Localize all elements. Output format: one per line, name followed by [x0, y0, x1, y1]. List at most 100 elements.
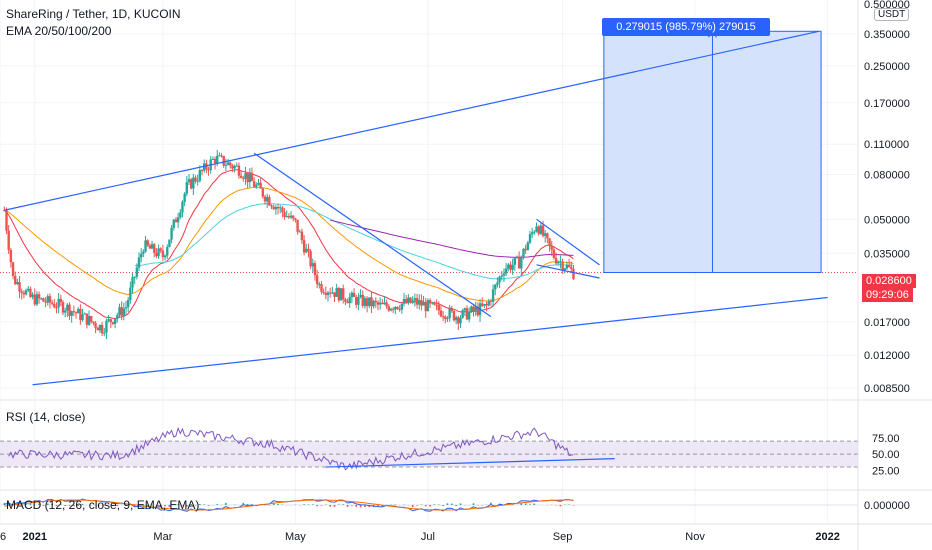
candle-body	[570, 266, 573, 269]
candle-body	[213, 158, 217, 164]
candle-body	[231, 165, 234, 169]
candle-body	[526, 242, 530, 251]
candle-body	[250, 173, 254, 182]
candle-body	[126, 300, 130, 308]
macd-histogram-bar	[68, 505, 71, 506]
macd-histogram-bar	[186, 505, 188, 507]
candle-body	[337, 288, 341, 301]
candle-body	[35, 294, 39, 305]
candle-body	[415, 298, 419, 305]
macd-histogram-bar	[168, 505, 171, 507]
candle-body	[137, 257, 141, 268]
rsi-line	[8, 426, 574, 471]
time-tick: 2021	[23, 531, 47, 543]
macd-histogram-bar	[355, 505, 358, 507]
candle-body	[326, 292, 330, 295]
candle-body	[446, 318, 449, 320]
candle-body	[524, 248, 527, 251]
price-tick: 0.110000	[864, 139, 909, 151]
candle-body	[550, 245, 553, 250]
macd-histogram-bar	[225, 502, 227, 505]
candle-body	[422, 302, 425, 306]
candle-body	[502, 273, 506, 276]
candle-body	[176, 217, 180, 223]
macd-histogram-bar	[242, 502, 245, 505]
macd-histogram-bar	[181, 505, 184, 506]
candle-body	[537, 226, 540, 234]
price-tick: 0.080000	[864, 170, 910, 182]
macd-histogram-bar	[338, 504, 340, 505]
price-tick: 0.350000	[864, 29, 910, 41]
macd-histogram-bar	[159, 505, 162, 507]
candle-body	[246, 173, 249, 183]
candle-body	[450, 308, 454, 311]
candle-body	[548, 238, 551, 246]
candle-body	[307, 248, 310, 252]
candle-body	[7, 230, 10, 250]
candle-body	[111, 321, 115, 324]
macd-histogram-bar	[429, 505, 431, 507]
macd-histogram-bar	[351, 505, 353, 506]
candle-body	[424, 302, 427, 312]
macd-histogram-bar	[442, 505, 444, 507]
candle-body	[389, 308, 393, 311]
macd-histogram-bar	[559, 505, 562, 507]
candle-body	[418, 300, 421, 305]
macd-histogram-bar	[472, 503, 475, 505]
ema-200-line	[330, 219, 574, 258]
candle-body	[465, 308, 469, 320]
candle-body	[385, 302, 388, 307]
macd-histogram-bar	[346, 505, 349, 507]
candle-body	[407, 297, 410, 304]
candle-body	[420, 300, 423, 306]
candle-body	[376, 302, 380, 305]
candle-body	[44, 301, 47, 303]
candle-body	[322, 291, 325, 293]
macd-histogram-bar	[364, 505, 366, 507]
candle-body	[572, 268, 575, 280]
candle-body	[370, 297, 373, 307]
price-tick: 0.012000	[864, 350, 910, 362]
candle-body	[163, 255, 167, 258]
candle-body	[252, 181, 256, 187]
candle-body	[352, 292, 356, 298]
candle-body	[459, 317, 462, 324]
time-tick: 2022	[815, 531, 839, 543]
candle-body	[378, 302, 382, 305]
candle-body	[302, 240, 306, 253]
candle-body	[72, 311, 76, 313]
candle-body	[435, 304, 438, 306]
candle-body	[118, 307, 121, 316]
candle-body	[313, 263, 317, 276]
candle-body	[207, 169, 210, 171]
candle-body	[192, 177, 195, 189]
candle-body	[229, 162, 232, 166]
currency-button[interactable]: USDT	[874, 8, 910, 21]
candle-body	[372, 300, 375, 307]
candle-body	[552, 249, 556, 259]
macd-histogram-bar	[112, 505, 114, 506]
candle-body	[485, 304, 488, 306]
candle-body	[320, 284, 323, 292]
candle-body	[342, 288, 345, 300]
candle-body	[259, 182, 262, 189]
candle-body	[255, 184, 258, 187]
candle-body	[87, 316, 91, 325]
candle-body	[509, 264, 512, 270]
candle-body	[344, 299, 347, 302]
candle-body	[196, 180, 199, 182]
candle-body	[263, 196, 267, 202]
ema-50-line	[4, 186, 574, 302]
candle-body	[265, 197, 269, 202]
candle-body	[439, 310, 443, 317]
candle-body	[179, 212, 182, 218]
macd-pane	[0, 498, 858, 512]
candle-body	[66, 304, 69, 311]
macd-histogram-bar	[529, 504, 531, 505]
macd-histogram-bar	[38, 503, 40, 505]
candle-body	[216, 155, 219, 164]
candle-body	[257, 182, 260, 185]
candle-body	[535, 226, 538, 232]
macd-histogram-bar	[73, 505, 75, 507]
